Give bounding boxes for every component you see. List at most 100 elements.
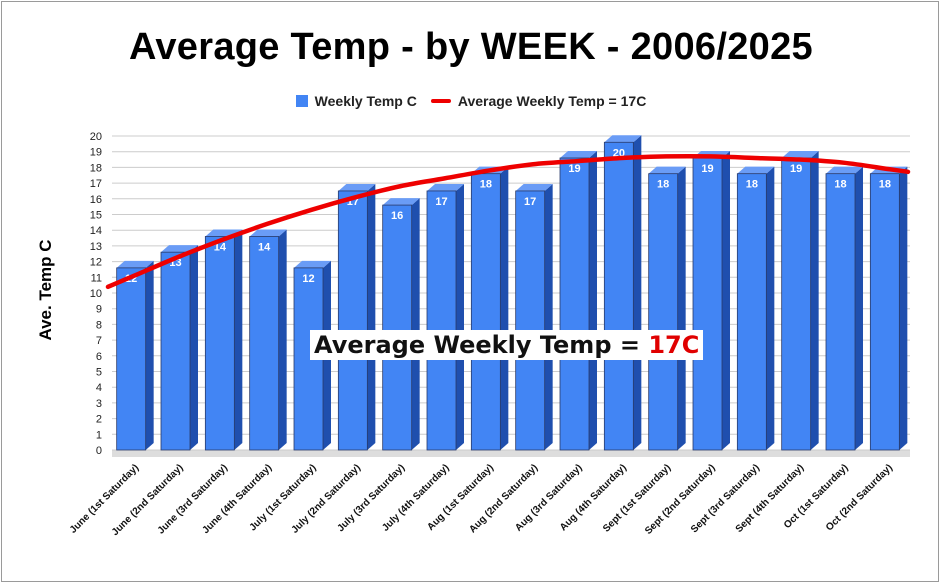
bar [692,150,730,451]
bar-side-face [722,150,730,451]
y-tick-label: 14 [90,225,102,237]
bar-data-label: 12 [302,273,314,285]
bar-side-face [810,150,819,451]
y-tick-label: 18 [90,162,102,174]
bar-front-face [160,251,191,451]
bar-side-face [190,245,198,450]
bar-data-label: 18 [879,179,891,191]
bar-side-face [367,183,376,450]
bar-front-face [204,236,235,451]
bar-top-face [294,260,331,268]
bar-top-face [427,183,464,191]
y-tick-label: 0 [96,445,102,457]
average-trendline [105,153,911,290]
y-tick-label: 6 [96,351,102,363]
bar [160,245,198,451]
y-tick-label: 2 [96,414,102,426]
bar [869,166,908,451]
bar [116,260,154,451]
bar-top-face [515,183,553,191]
bar-top-face [382,198,420,206]
bar [648,166,686,451]
bar-side-face [456,183,464,450]
bar-top-face [604,135,642,143]
bar-data-label: 18 [834,179,846,191]
bar-front-face [382,204,413,451]
bar [736,166,775,451]
legend-item-weekly: Weekly Temp C [295,93,417,109]
legend-item-average: Average Weekly Temp = 17C [430,93,647,109]
y-tick-label: 12 [90,257,102,269]
bar-top-face [826,166,863,174]
bar-front-face [736,173,767,451]
bar-front-face [337,190,368,451]
y-tick-label: 19 [90,147,102,159]
annotation-prefix: Average Weekly Temp = [314,331,649,359]
bar-top-face [737,166,775,174]
bar [515,183,553,451]
bar-top-face [249,229,287,237]
legend: Weekly Temp C Average Weekly Temp = 17C [0,93,942,109]
bar [337,183,376,451]
bar [825,166,863,451]
y-tick-label: 10 [90,288,102,300]
bar [781,150,819,451]
bar-front-face [781,157,812,451]
bar-side-face [766,166,775,450]
bar-data-label: 18 [746,179,758,191]
bar-data-label: 16 [391,210,403,222]
bar-top-face [560,150,597,158]
annotation-highlight: 17C [648,331,700,359]
bar-data-label: 14 [214,241,227,253]
chart-title: Average Temp - by WEEK - 2006/2025 [129,26,813,68]
legend-label-average: Average Weekly Temp = 17C [457,93,647,109]
bar [603,135,642,451]
bar-side-face [500,166,509,450]
bar [470,166,509,451]
bar-front-face [692,157,723,451]
bar-data-label: 19 [568,163,580,175]
bar-data-label: 19 [790,163,802,175]
y-tick-label: 1 [96,429,102,441]
bar-side-face [899,166,908,450]
bar-front-face [116,267,147,451]
bar-side-face [145,260,154,450]
bar-data-label: 14 [258,241,271,253]
y-tick-label: 9 [96,304,102,316]
bar-front-face [648,173,679,451]
bar-front-face [249,236,280,451]
y-tick-label: 15 [90,210,102,222]
bar-front-face [869,173,900,451]
y-tick-label: 13 [90,241,102,253]
bar-side-face [677,166,686,450]
chart-floor [112,450,910,457]
bar-front-face [559,157,590,451]
y-tick-label: 17 [90,178,102,190]
bar-front-face [515,190,546,451]
bar-top-face [338,183,376,191]
bar-data-label: 17 [435,196,447,208]
bar [426,183,464,451]
y-tick-label: 16 [90,194,102,206]
bar-side-face [855,166,863,450]
bar [559,150,597,451]
bar-data-label: 18 [657,179,669,191]
legend-swatch-line [430,99,451,103]
bar-data-label: 17 [524,196,536,208]
bar-front-face [825,173,856,451]
bar-side-face [411,198,420,450]
bar [382,198,420,451]
bar-top-face [116,260,154,268]
bar-side-face [544,183,553,450]
legend-swatch-bar [295,95,308,107]
bar-data-label: 18 [480,179,492,191]
bar-top-face [781,150,819,158]
y-tick-label: 20 [90,131,102,143]
y-tick-label: 4 [96,382,102,394]
bar-side-face [633,135,642,450]
y-tick-label: 7 [96,335,102,347]
average-annotation: Average Weekly Temp = 17C [310,330,704,360]
bar-side-face [278,229,287,450]
bar-front-face [470,173,501,451]
